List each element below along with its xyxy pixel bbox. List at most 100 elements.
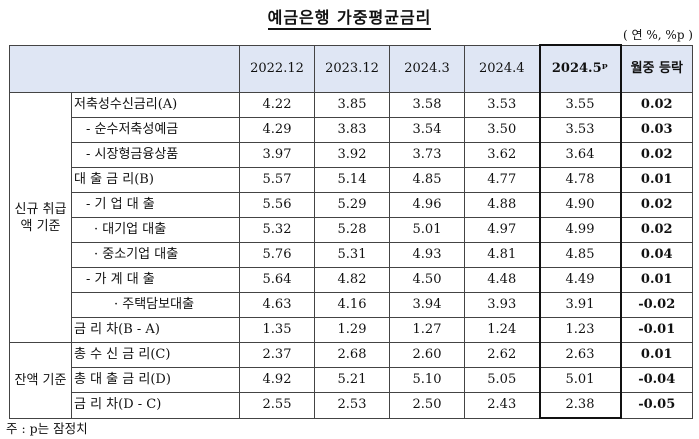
table-cell: 0.02 [620,192,693,218]
group-label-balance: 잔액 기준 [9,342,72,419]
table-cell: 4.29 [239,117,315,143]
table-cell: 1.35 [239,317,315,343]
table-cell: 0.01 [620,342,693,368]
column-header: 2024.3 [389,44,465,93]
table-cell: 4.63 [239,292,315,318]
table-cell: 3.50 [464,117,540,143]
table-cell: 4.92 [239,367,315,393]
table-row: · 중소기업 대출 5.76 5.31 4.93 4.81 4.85 0.04 [10,242,693,268]
row-label: - 시장형금융상품 [71,142,240,168]
table-cell: 2.38 [538,392,622,419]
table-cell: 2.53 [314,392,390,419]
table-cell: 5.14 [314,167,390,193]
table-cell: 5.64 [239,267,315,293]
table-cell: 3.58 [389,92,465,118]
table-cell: 2.68 [314,342,390,368]
table-cell: 1.27 [389,317,465,343]
row-label: · 중소기업 대출 [71,242,240,268]
table-cell: 4.90 [538,192,622,218]
table-row: 대 출 금 리(B) 5.57 5.14 4.85 4.77 4.78 0.01 [10,167,693,193]
table-row: 총 대 출 금 리(D) 4.92 5.21 5.10 5.05 5.01 -0.04 [10,367,693,393]
table-cell: 2.63 [538,342,622,368]
table-cell: 3.85 [314,92,390,118]
table-row: - 시장형금융상품 3.97 3.92 3.73 3.62 3.64 0.02 [10,142,693,168]
table-cell: 4.93 [389,242,465,268]
table-row: · 주택담보대출 4.63 4.16 3.94 3.93 3.91 -0.02 [10,292,693,318]
table-row: 금 리 차(B - A) 1.35 1.29 1.27 1.24 1.23 -0.01 [10,317,693,343]
table-cell: 3.94 [389,292,465,318]
table-cell: 3.55 [538,92,622,118]
column-header: 2024.4 [464,44,540,93]
header-row: 2022.12 2023.12 2024.3 2024.4 2024.5ᵖ 월중… [9,44,693,93]
table-row: - 가 계 대 출 5.64 4.82 4.50 4.48 4.49 0.01 [10,267,693,293]
table-cell: 4.85 [538,242,622,268]
unit-label: ( 연 %, %p ) [623,28,693,42]
table-cell: 1.24 [464,317,540,343]
table-cell: 2.55 [239,392,315,419]
table-cell: 3.91 [538,292,622,318]
table-cell: 3.97 [239,142,315,168]
table-cell: 4.77 [464,167,540,193]
table-cell: 4.88 [464,192,540,218]
table-title: 예금은행 가중평균금리 [0,4,699,30]
table-row: 금 리 차(D - C) 2.55 2.53 2.50 2.43 2.38 -0.05 [10,392,693,419]
table-cell: 4.22 [239,92,315,118]
table-cell: 3.93 [464,292,540,318]
table-cell: 0.02 [620,142,693,168]
table-cell: 4.16 [314,292,390,318]
table-cell: 4.96 [389,192,465,218]
table-cell: 4.78 [538,167,622,193]
table-cell: 4.50 [389,267,465,293]
table-cell: 4.97 [464,217,540,243]
table-cell: 4.48 [464,267,540,293]
table-cell: 5.57 [239,167,315,193]
table-cell: 3.92 [314,142,390,168]
column-header: 2023.12 [314,44,390,93]
table-cell: 1.23 [538,317,622,343]
row-label: · 주택담보대출 [71,292,240,318]
row-label: - 가 계 대 출 [71,267,240,293]
row-label: · 대기업 대출 [71,217,240,243]
table-cell: -0.01 [620,317,693,343]
table-cell: 5.56 [239,192,315,218]
row-label: - 순수저축성예금 [71,117,240,143]
table-cell: 1.29 [314,317,390,343]
table-cell: 2.43 [464,392,540,419]
table-cell: 5.31 [314,242,390,268]
table-cell: 0.03 [620,117,693,143]
table-cell: -0.02 [620,292,693,318]
table-cell: -0.04 [620,367,693,393]
table-cell: 2.60 [389,342,465,368]
table-row: · 대기업 대출 5.32 5.28 5.01 4.97 4.99 0.02 [10,217,693,243]
row-label: 총 수 신 금 리(C) [71,342,240,368]
table-cell: 0.04 [620,242,693,268]
table-cell: 2.62 [464,342,540,368]
table-cell: 5.01 [389,217,465,243]
table-cell: 4.49 [538,267,622,293]
table-row: 신규 취급액 기준 저축성수신금리(A) 4.22 3.85 3.58 3.53 3.55 0… [9,92,693,343]
table-cell: 5.28 [314,217,390,243]
table-cell: 3.64 [538,142,622,168]
table-cell: 3.83 [314,117,390,143]
row-label: 대 출 금 리(B) [71,167,240,193]
interest-rate-table: 2022.12 2023.12 2024.3 2024.4 2024.5ᵖ 월중… [9,44,693,419]
table-cell: 5.29 [314,192,390,218]
table-cell: 3.54 [389,117,465,143]
table-cell: 3.53 [464,92,540,118]
table-cell: 0.02 [620,92,693,118]
table-row: - 순수저축성예금 4.29 3.83 3.54 3.50 3.53 0.03 [10,117,693,143]
table-row: 잔액 기준 총 수 신 금 리(C) 2.37 2.68 2.60 2.62 2.63 0.0… [9,342,693,419]
table-cell: 3.62 [464,142,540,168]
row-label: 총 대 출 금 리(D) [71,367,240,393]
table-cell: 3.53 [538,117,622,143]
table-cell: -0.05 [620,392,693,419]
table-cell: 5.01 [538,367,622,393]
table-cell: 4.99 [538,217,622,243]
table-cell: 5.05 [464,367,540,393]
row-label: 금 리 차(B - A) [71,317,240,343]
table-cell: 0.01 [620,267,693,293]
table-cell: 5.21 [314,367,390,393]
row-label: 금 리 차(D - C) [71,392,240,419]
row-label: 저축성수신금리(A) [71,92,240,118]
group-label-new: 신규 취급액 기준 [9,92,72,343]
